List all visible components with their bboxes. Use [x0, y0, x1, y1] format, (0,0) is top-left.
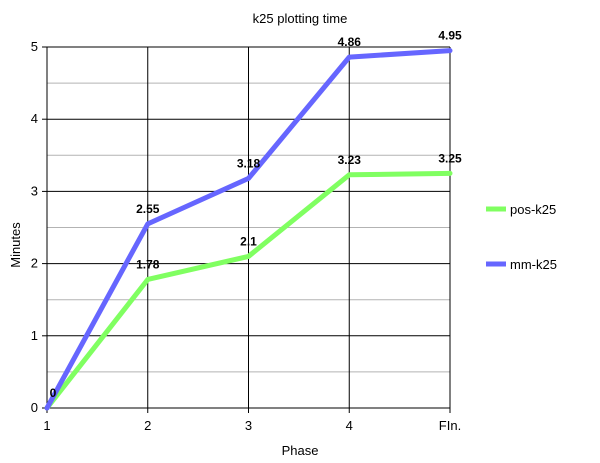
data-label: 1.78 [136, 257, 160, 271]
y-tick-label: 2 [31, 256, 38, 271]
y-tick-label: 3 [31, 183, 38, 198]
x-axis-title: Phase [282, 443, 319, 458]
y-axis-title: Minutes [8, 222, 23, 268]
data-label: 4.86 [338, 35, 362, 49]
y-tick-label: 1 [31, 328, 38, 343]
x-tick-label: 4 [346, 418, 353, 433]
legend-label: pos-k25 [510, 202, 556, 217]
data-labels: 1.78 2.1 3.23 3.25 0 2.55 3.18 4.86 4.95 [50, 29, 462, 400]
y-tick-label: 0 [31, 400, 38, 415]
data-label: 2.1 [240, 234, 257, 248]
data-label: 4.95 [438, 29, 462, 43]
x-tick-label: 3 [245, 418, 252, 433]
data-label: 0 [50, 386, 57, 400]
grid [42, 46, 451, 413]
x-tick-label: 1 [43, 418, 50, 433]
legend: pos-k25 mm-k25 [486, 202, 557, 272]
data-label: 3.25 [438, 151, 462, 165]
x-tick-label: FIn. [439, 418, 461, 433]
series-line-mm-k25 [44, 48, 453, 411]
series-line-pos-k25 [44, 170, 453, 411]
chart-title: k25 plotting time [253, 11, 348, 26]
legend-label: mm-k25 [510, 257, 557, 272]
data-label: 3.18 [237, 156, 261, 170]
series-lines [44, 48, 453, 411]
x-tick-label: 2 [144, 418, 151, 433]
y-tick-label: 5 [31, 39, 38, 54]
data-label: 3.23 [338, 153, 362, 167]
data-label: 2.55 [136, 202, 160, 216]
y-tick-label: 4 [31, 111, 38, 126]
